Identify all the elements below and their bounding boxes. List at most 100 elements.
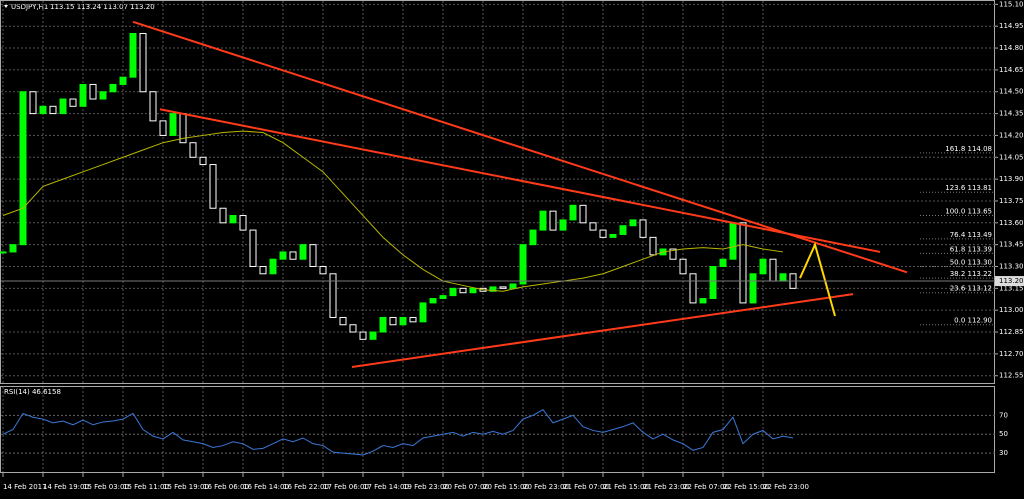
trendline bbox=[159, 108, 881, 253]
candle bbox=[249, 229, 257, 267]
x-tick-label: 20 Feb 15:00 bbox=[483, 483, 529, 491]
y-tick-label: 114.50 bbox=[999, 88, 1024, 96]
y-tick-label: 114.05 bbox=[999, 153, 1024, 161]
x-tick-label: 15 Feb 11:00 bbox=[123, 483, 169, 491]
candle bbox=[319, 265, 327, 275]
candle bbox=[359, 331, 367, 340]
candle bbox=[379, 316, 387, 333]
y-tick-label: 113.15 bbox=[999, 284, 1024, 292]
y-tick-label: 112.70 bbox=[999, 350, 1024, 358]
fibo-label: 23.6 113.12 bbox=[950, 285, 992, 293]
candle bbox=[239, 215, 247, 231]
candle bbox=[499, 286, 507, 289]
candle bbox=[589, 222, 597, 231]
current-price-label: 113.20 bbox=[999, 277, 1024, 285]
y-tick-label: 115.10 bbox=[999, 0, 1024, 8]
candle bbox=[549, 210, 557, 231]
candle bbox=[669, 248, 677, 260]
candle bbox=[219, 207, 227, 224]
candle bbox=[699, 298, 707, 304]
y-tick-label: 113.45 bbox=[999, 241, 1024, 249]
candle bbox=[609, 233, 617, 238]
rsi-panel bbox=[0, 386, 995, 473]
candle bbox=[89, 83, 97, 100]
quote: 113.15 113.24 113.07 113.20 bbox=[50, 3, 155, 11]
candle bbox=[469, 287, 477, 294]
candle bbox=[559, 219, 567, 231]
main-panel bbox=[0, 0, 995, 384]
candle bbox=[79, 83, 87, 107]
menu-icon bbox=[4, 5, 8, 8]
candle bbox=[9, 244, 17, 253]
candle bbox=[729, 222, 737, 260]
fibo-label: 161.8 114.08 bbox=[945, 145, 992, 153]
y-tick-label: 114.35 bbox=[999, 110, 1024, 118]
y-tick-label: 113.00 bbox=[999, 306, 1024, 314]
x-tick-label: 21 Feb 15:00 bbox=[603, 483, 649, 491]
candle bbox=[259, 265, 267, 275]
candle bbox=[449, 287, 457, 297]
rsi-tick-label: 70 bbox=[999, 411, 1008, 419]
candle bbox=[749, 273, 757, 304]
x-tick-label: 17 Feb 14:00 bbox=[363, 483, 409, 491]
x-tick-label: 21 Feb 23:00 bbox=[643, 483, 689, 491]
candle bbox=[199, 156, 207, 166]
symbol: USDJPY,H1 bbox=[11, 3, 48, 11]
candle bbox=[339, 316, 347, 326]
candle bbox=[519, 244, 527, 285]
candle bbox=[329, 273, 337, 318]
candle bbox=[459, 287, 467, 294]
candle bbox=[639, 219, 647, 238]
candle bbox=[189, 142, 197, 158]
candle bbox=[679, 258, 687, 275]
rsi-tick-label: 30 bbox=[999, 449, 1008, 457]
candle bbox=[539, 210, 547, 231]
current-price-box bbox=[995, 276, 1024, 287]
candle bbox=[389, 316, 397, 326]
candle bbox=[759, 258, 767, 275]
candle bbox=[709, 265, 717, 300]
candle bbox=[489, 286, 497, 292]
candle bbox=[349, 324, 357, 333]
x-tick-label: 22 Feb 15:00 bbox=[723, 483, 769, 491]
fibo-label: 50.0 113.30 bbox=[950, 258, 992, 266]
fibo-label: 61.8 113.39 bbox=[950, 245, 992, 253]
moving-average bbox=[2, 130, 784, 292]
candle bbox=[99, 91, 107, 100]
x-tick-label: 22 Feb 23:00 bbox=[763, 483, 809, 491]
x-tick-label: 20 Feb 07:00 bbox=[443, 483, 489, 491]
candle bbox=[529, 229, 537, 246]
fibo-label: 100.0 113.65 bbox=[945, 208, 992, 216]
candle bbox=[769, 258, 777, 282]
rsi-line bbox=[2, 409, 794, 456]
candle bbox=[69, 98, 77, 107]
candle bbox=[169, 113, 177, 136]
candle bbox=[309, 244, 317, 267]
rsi-tick-label: 50 bbox=[999, 430, 1008, 438]
y-tick-label: 112.85 bbox=[999, 328, 1024, 336]
candle bbox=[509, 283, 517, 289]
y-tick-label: 113.75 bbox=[999, 197, 1024, 205]
candle bbox=[599, 229, 607, 238]
candle bbox=[19, 91, 27, 246]
fibo-label: 0.0 112.90 bbox=[954, 317, 992, 325]
y-tick-label: 113.30 bbox=[999, 262, 1024, 270]
candle bbox=[129, 32, 137, 78]
candle bbox=[39, 105, 47, 115]
candle bbox=[0, 251, 7, 254]
x-tick-label: 21 Feb 07:00 bbox=[563, 483, 609, 491]
candle bbox=[139, 32, 147, 93]
rsi-label: RSI(14) 46.6158 bbox=[4, 388, 61, 396]
candle bbox=[59, 98, 67, 115]
candle bbox=[409, 316, 417, 323]
candle bbox=[299, 244, 307, 260]
candle bbox=[109, 83, 117, 93]
y-tick-label: 114.20 bbox=[999, 131, 1024, 139]
fibo-label: 38.2 113.22 bbox=[950, 270, 992, 278]
candle bbox=[419, 302, 427, 323]
x-tick-label: 16 Feb 06:00 bbox=[203, 483, 249, 491]
candle bbox=[779, 273, 787, 282]
candle bbox=[209, 164, 217, 209]
x-tick-label: 22 Feb 07:00 bbox=[683, 483, 729, 491]
